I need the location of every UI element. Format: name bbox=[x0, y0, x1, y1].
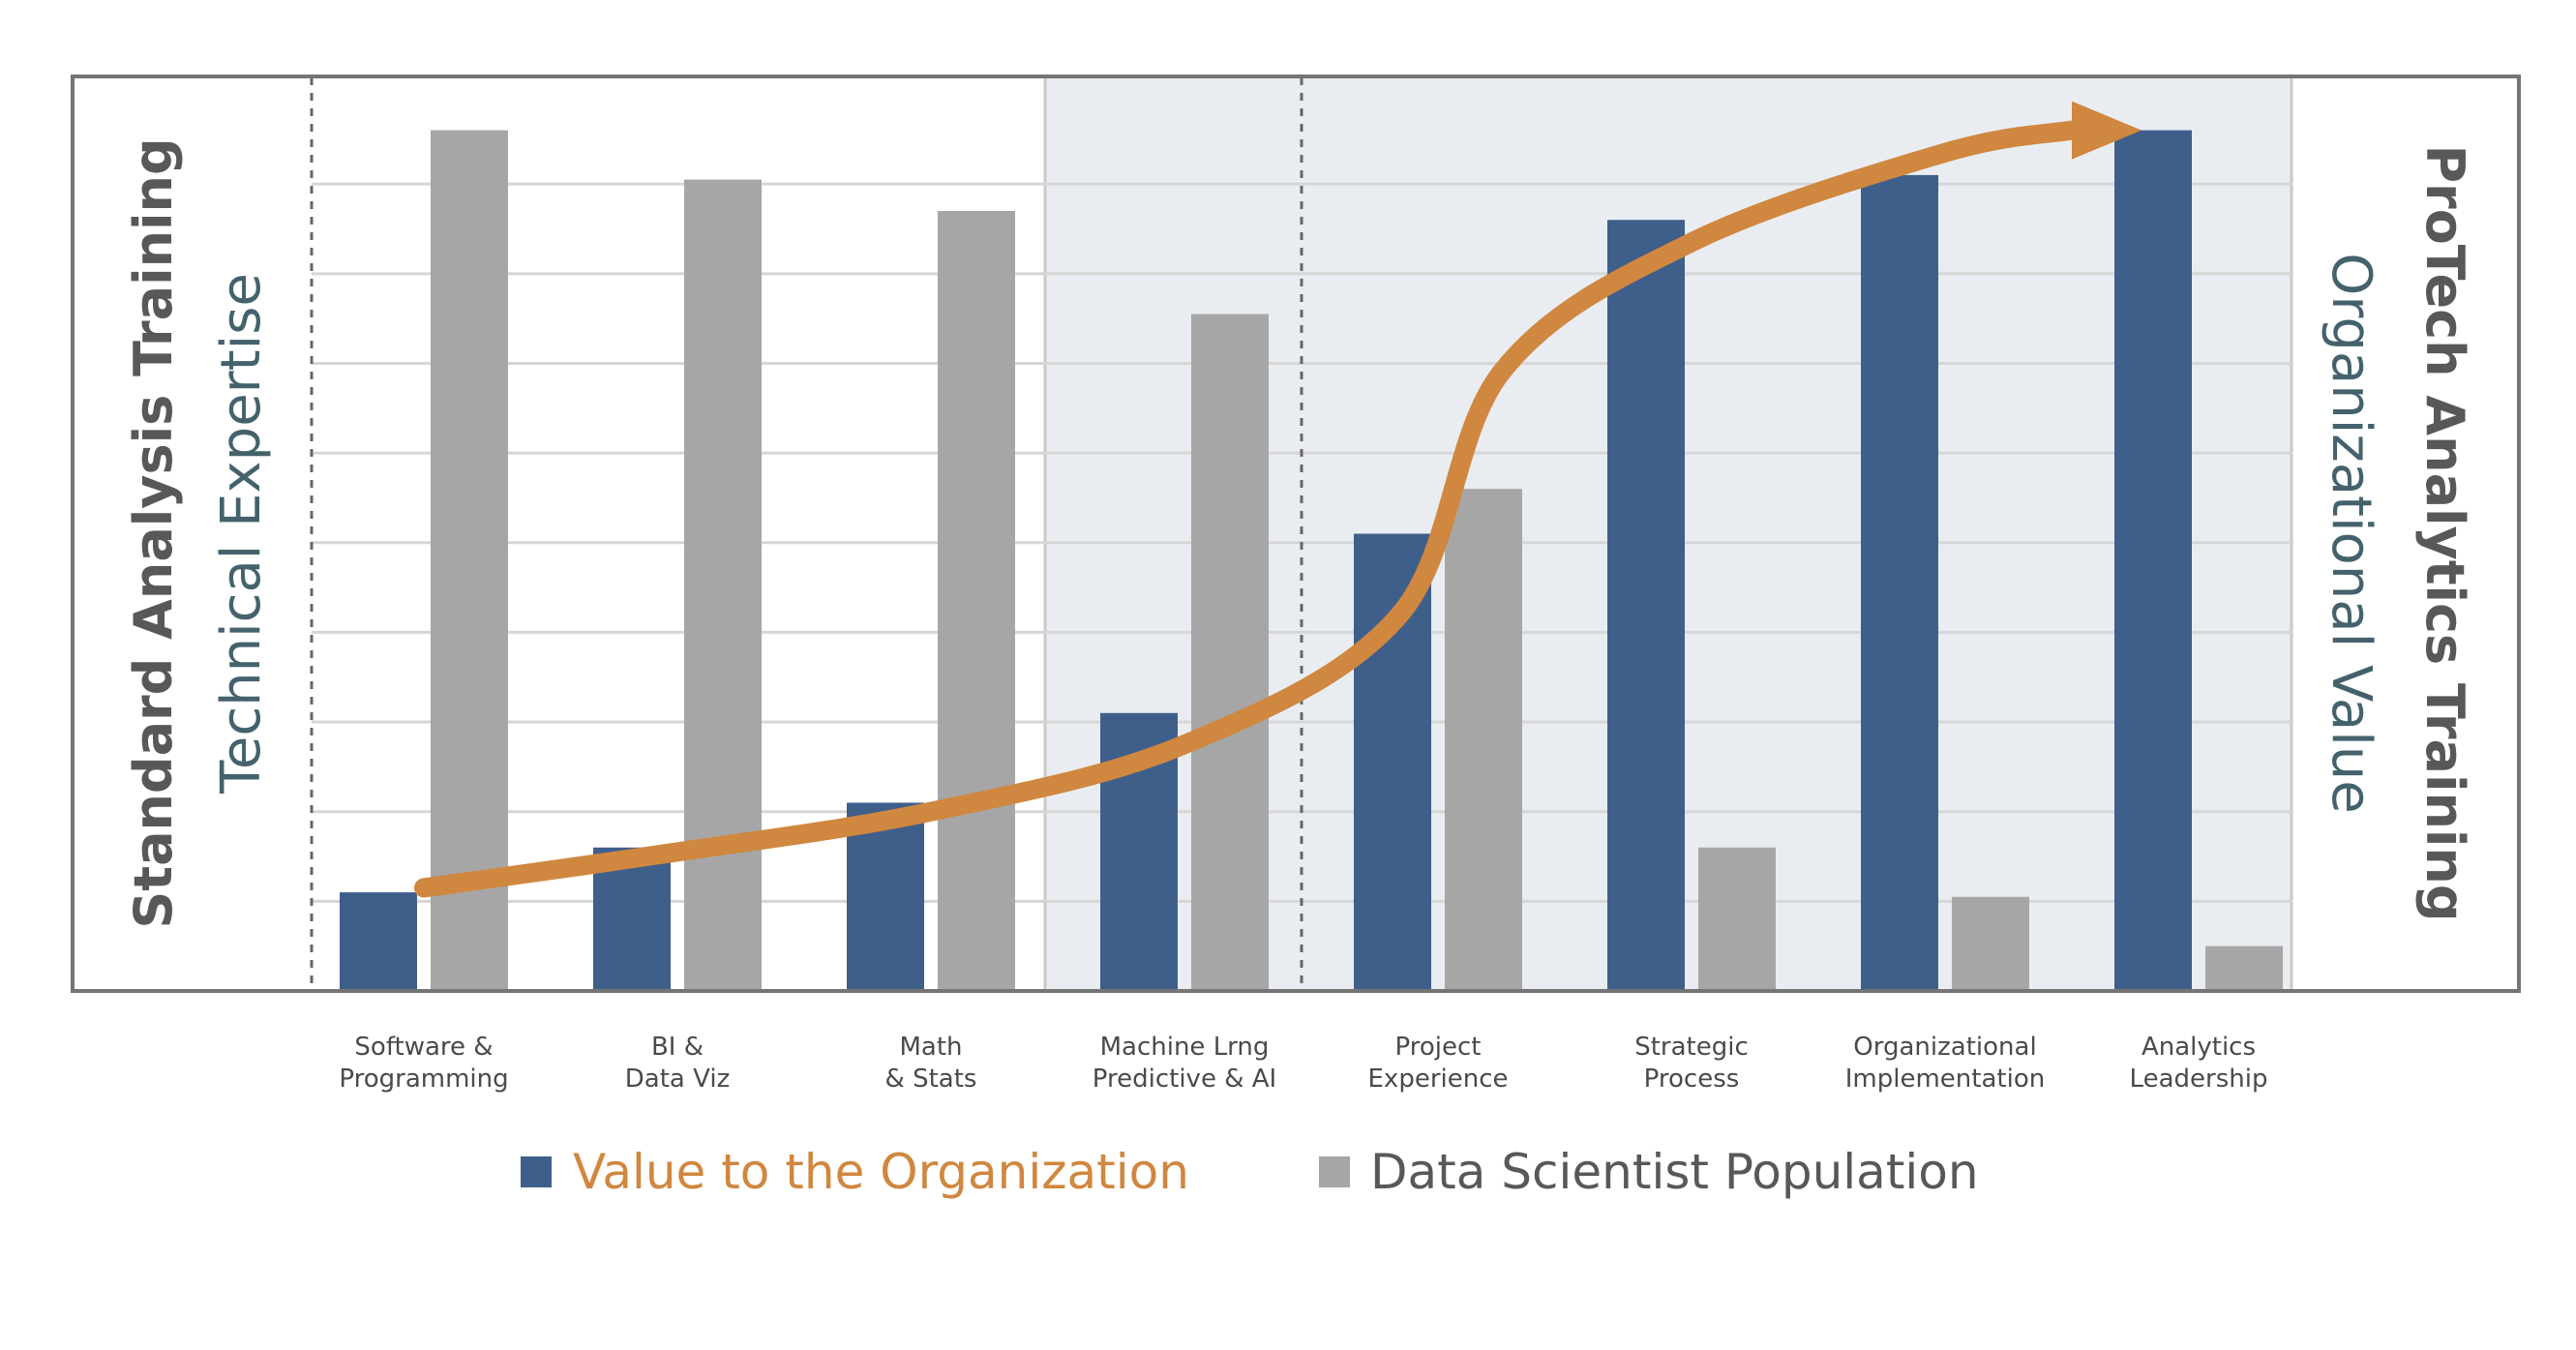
category-label: Software & Programming bbox=[339, 1033, 508, 1094]
bar-population bbox=[431, 130, 508, 989]
bar-value bbox=[2114, 130, 2192, 989]
bars bbox=[340, 130, 2283, 990]
bar-population bbox=[2205, 945, 2283, 989]
left-title-1: Standard Analysis Training bbox=[123, 137, 184, 928]
legend: Value to the Organization Data Scientist… bbox=[521, 1144, 1979, 1200]
category-label: BI & Data Viz bbox=[625, 1033, 730, 1094]
plot-frame bbox=[71, 75, 2521, 993]
bar-value bbox=[340, 892, 417, 989]
right-title-2: Organizational Value bbox=[2320, 253, 2382, 813]
trend-arrowhead bbox=[2072, 101, 2142, 160]
bar-value bbox=[1607, 220, 1685, 989]
bar-value bbox=[1861, 174, 1938, 990]
category-label: Analytics Leadership bbox=[2130, 1033, 2268, 1094]
right-white-region bbox=[2291, 76, 2519, 991]
legend-swatch-population bbox=[1319, 1156, 1350, 1187]
category-label: Machine Lrng Predictive & AI bbox=[1093, 1033, 1276, 1094]
bar-population bbox=[1191, 314, 1269, 989]
legend-swatch-value bbox=[521, 1156, 552, 1187]
bar-population bbox=[684, 179, 762, 989]
right-title-1: ProTech Analytics Training bbox=[2414, 144, 2475, 921]
category-label: Organizational Implementation bbox=[1845, 1033, 2045, 1094]
left-title-2: Technical Expertise bbox=[210, 273, 273, 795]
bar-population bbox=[1445, 489, 1522, 989]
category-label: Project Experience bbox=[1368, 1033, 1509, 1094]
bar-population bbox=[938, 210, 1015, 989]
category-label: Math & Stats bbox=[885, 1033, 977, 1094]
legend-label-value: Value to the Organization bbox=[573, 1144, 1189, 1200]
bar-population bbox=[1952, 896, 2029, 989]
trend-curve bbox=[414, 120, 2091, 898]
bar-population bbox=[1698, 847, 1776, 989]
legend-label-population: Data Scientist Population bbox=[1370, 1144, 1979, 1200]
category-label: Strategic Process bbox=[1634, 1033, 1749, 1094]
category-labels: Software & Programming BI & Data Viz Math & S… bbox=[339, 1033, 2267, 1094]
